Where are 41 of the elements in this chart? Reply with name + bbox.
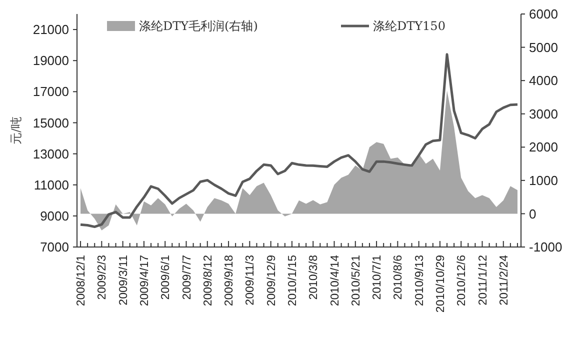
x-tick-label: 2009/2/3 [96, 255, 109, 300]
x-tick-label: 2009/7/7 [181, 255, 194, 300]
x-tick-label: 2009/11/3 [244, 255, 257, 306]
y2-tick-label: 6000 [529, 6, 558, 22]
y2-tick-label: 4000 [529, 73, 558, 88]
y-tick-label: 13000 [32, 146, 69, 162]
x-tick-label: 2009/9/18 [224, 255, 236, 306]
x-tick-label: 2009/6/1 [160, 255, 172, 300]
y2-tick-label: 1000 [529, 172, 558, 188]
x-tick-label: 2010/10/29 [434, 255, 447, 313]
y-tick-label: 11000 [34, 177, 69, 192]
y-tick-label: 17000 [32, 84, 69, 100]
y2-tick-label: 5000 [529, 40, 558, 55]
x-tick-label: 2009/3/11 [118, 255, 130, 306]
legend-label: 涤纶DTY150 [373, 19, 446, 34]
x-tick-label: 2010/7/1 [372, 255, 384, 300]
y-tick-label: 9000 [40, 208, 69, 224]
line-series [79, 53, 519, 228]
x-tick-label: 2011/1/12 [477, 255, 490, 306]
x-tick-label: 2010/8/6 [392, 255, 405, 300]
x-tick-label: 2008/12/1 [76, 255, 88, 306]
x-tick-label: 2011/2/24 [498, 254, 510, 306]
x-tick-label: 2010/4/14 [329, 254, 342, 306]
x-tick-label: 2010/1/15 [286, 255, 299, 306]
x-tick-label: 2010/3/8 [308, 255, 320, 300]
y2-tick-label: 0 [529, 206, 536, 222]
y-tick-label: 19000 [32, 53, 69, 68]
y-tick-label: 21000 [32, 22, 69, 38]
x-tick-label: 2009/8/12 [202, 255, 214, 306]
x-tick-label: 2010/12/6 [456, 255, 468, 306]
legend-label: 涤纶DTY毛利润(右轴) [139, 19, 258, 34]
y-tick-label: 15000 [32, 115, 69, 130]
x-tick-label: 2009/4/17 [138, 255, 151, 306]
x-tick-label: 2010/9/13 [414, 255, 426, 306]
y2-tick-label: -1000 [529, 240, 562, 255]
y2-tick-label: 2000 [529, 140, 558, 155]
y-axis-title: 元/吨 [9, 116, 24, 145]
x-tick-label: 2010/5/21 [350, 255, 362, 306]
x-tick-label: 2009/12/9 [266, 255, 278, 306]
y-tick-label: 7000 [40, 240, 69, 255]
y2-tick-label: 3000 [529, 106, 558, 122]
